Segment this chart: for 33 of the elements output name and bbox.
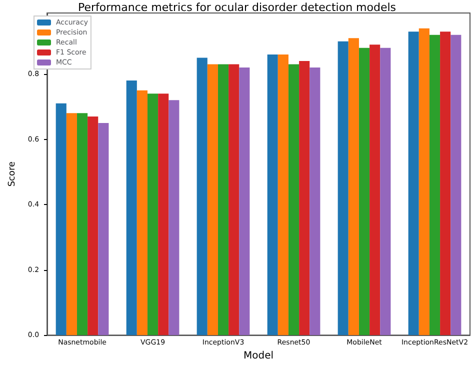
bar (278, 54, 288, 336)
y-axis-title: Score (8, 160, 18, 187)
bar (168, 100, 180, 336)
bar (338, 41, 348, 336)
chart-title: Performance metrics for ocular disorder detection models (78, 1, 396, 14)
bar (88, 116, 98, 336)
bar (370, 44, 380, 336)
bar (56, 103, 66, 336)
bar (408, 32, 419, 336)
bar (299, 60, 310, 336)
bar (98, 122, 109, 336)
bar (239, 68, 250, 336)
bar (440, 32, 451, 336)
bar (267, 54, 278, 336)
bar (228, 64, 240, 336)
bar (380, 48, 391, 336)
bar (348, 38, 359, 336)
bar (310, 68, 320, 336)
bar (158, 94, 169, 336)
bar (126, 80, 137, 336)
bar (418, 28, 430, 336)
bar (218, 64, 229, 336)
bar (429, 34, 440, 336)
bar (288, 64, 300, 336)
bar (66, 113, 77, 336)
x-axis-title: Model (244, 350, 274, 362)
bar (196, 58, 208, 336)
bar (358, 48, 370, 336)
bar (136, 90, 148, 336)
bar (147, 94, 158, 336)
bar (76, 113, 88, 336)
bar (450, 34, 462, 336)
bar (207, 64, 218, 336)
